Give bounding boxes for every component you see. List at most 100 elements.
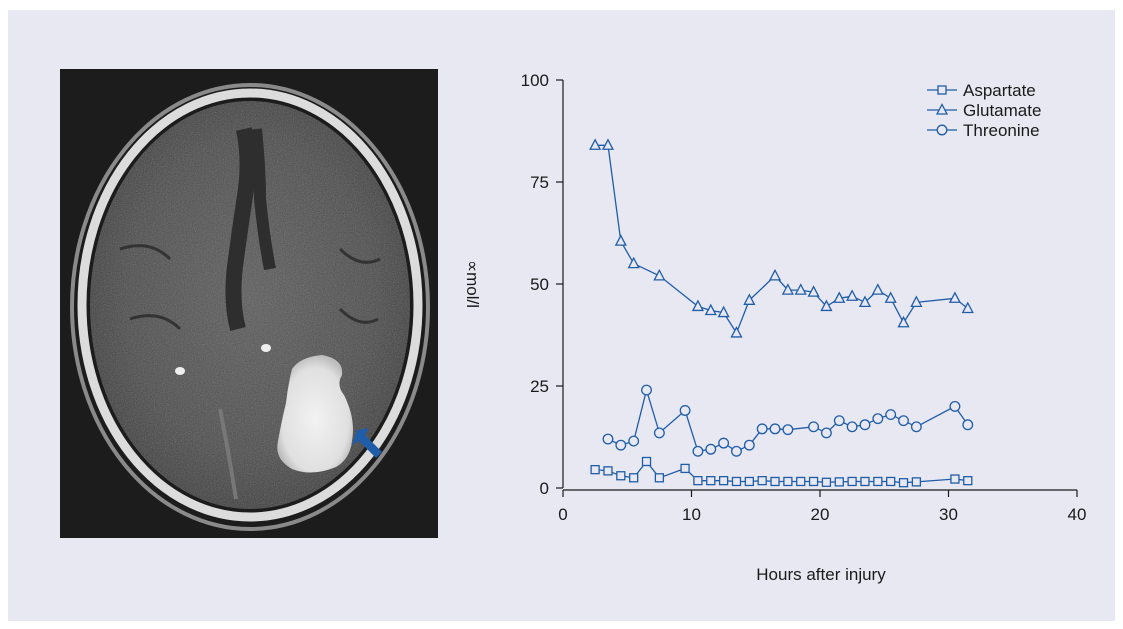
legend-item-glutamate: Glutamate bbox=[927, 101, 1041, 120]
data-point bbox=[833, 415, 845, 427]
data-point bbox=[603, 466, 613, 476]
data-point bbox=[808, 421, 820, 433]
data-point bbox=[885, 409, 897, 421]
data-point bbox=[731, 476, 742, 487]
data-point bbox=[834, 477, 844, 487]
data-point bbox=[756, 423, 768, 435]
data-point bbox=[743, 439, 755, 451]
data-point bbox=[654, 473, 665, 483]
data-point bbox=[910, 295, 923, 308]
x-tick-label: 20 bbox=[811, 505, 830, 524]
data-point bbox=[704, 303, 717, 316]
x-axis-label: Hours after injury bbox=[756, 565, 886, 584]
chart-series bbox=[589, 138, 974, 488]
data-point bbox=[615, 439, 627, 451]
data-point bbox=[641, 384, 652, 396]
data-point bbox=[873, 476, 883, 487]
data-point bbox=[911, 477, 922, 487]
data-point bbox=[602, 433, 614, 445]
data-point bbox=[692, 445, 704, 457]
x-tick-label: 10 bbox=[682, 505, 701, 524]
data-point bbox=[846, 289, 859, 301]
data-point bbox=[731, 445, 742, 457]
data-point bbox=[783, 476, 793, 487]
data-point bbox=[653, 268, 666, 281]
amino-acid-chart: 0 25 50 75 100 0 10 20 30 40 Aspartate Glutamate Th… bbox=[438, 40, 1115, 600]
data-point bbox=[744, 476, 754, 487]
chart-axes: 0 25 50 75 100 0 10 20 30 40 bbox=[521, 71, 1087, 524]
legend-marker bbox=[935, 103, 949, 115]
legend-marker bbox=[937, 85, 947, 95]
y-tick-label: 25 bbox=[530, 377, 549, 396]
series-line bbox=[607, 387, 969, 453]
data-point bbox=[743, 293, 756, 305]
data-point bbox=[616, 471, 626, 481]
data-point bbox=[820, 427, 832, 439]
x-tick-label: 30 bbox=[939, 505, 958, 524]
data-point bbox=[781, 283, 794, 295]
data-point bbox=[768, 268, 782, 281]
data-point bbox=[730, 326, 743, 338]
series-threonine bbox=[602, 384, 974, 457]
data-point bbox=[884, 291, 897, 303]
data-point bbox=[898, 478, 909, 488]
x-tick-label: 0 bbox=[558, 505, 567, 524]
data-point bbox=[860, 476, 870, 487]
data-point bbox=[705, 443, 717, 455]
data-point bbox=[910, 421, 922, 433]
x-tick-label: 40 bbox=[1068, 505, 1087, 524]
data-point bbox=[950, 474, 960, 484]
data-point bbox=[717, 305, 730, 318]
series-glutamate bbox=[589, 138, 974, 338]
ct-scan-graphic bbox=[60, 69, 438, 538]
legend-item-aspartate: Aspartate bbox=[927, 81, 1036, 100]
data-point bbox=[627, 256, 640, 269]
data-point bbox=[794, 283, 807, 295]
y-axis-label: ∝mol/l bbox=[463, 260, 482, 308]
data-point bbox=[782, 424, 794, 436]
data-point bbox=[628, 435, 640, 447]
data-point bbox=[808, 476, 819, 487]
data-point bbox=[963, 476, 973, 486]
data-point bbox=[821, 477, 832, 487]
data-point bbox=[680, 463, 690, 474]
data-point bbox=[872, 413, 884, 425]
data-point bbox=[859, 419, 871, 431]
data-point bbox=[769, 423, 781, 435]
data-point bbox=[897, 315, 910, 328]
data-point bbox=[820, 299, 833, 312]
data-point bbox=[833, 291, 846, 303]
legend-label: Aspartate bbox=[963, 81, 1036, 100]
y-tick-label: 75 bbox=[530, 173, 549, 192]
data-point bbox=[718, 437, 730, 449]
data-point bbox=[653, 427, 665, 439]
data-point bbox=[962, 419, 974, 431]
data-point bbox=[693, 476, 703, 486]
y-tick-label: 100 bbox=[521, 71, 549, 90]
data-point bbox=[898, 415, 909, 427]
data-point bbox=[961, 301, 974, 314]
data-point bbox=[871, 283, 884, 295]
arrow-icon bbox=[352, 428, 382, 458]
data-point bbox=[629, 473, 639, 483]
data-point bbox=[886, 476, 896, 487]
data-point bbox=[948, 291, 962, 303]
legend-item-threonine: Threonine bbox=[927, 121, 1040, 140]
data-point bbox=[796, 476, 806, 487]
data-point bbox=[846, 421, 858, 433]
data-point bbox=[706, 476, 716, 486]
data-point bbox=[601, 138, 615, 150]
y-tick-label: 0 bbox=[540, 479, 549, 498]
y-tick-label: 50 bbox=[530, 275, 549, 294]
series-aspartate bbox=[590, 456, 973, 488]
data-point bbox=[718, 476, 729, 486]
data-point bbox=[770, 476, 780, 487]
data-point bbox=[614, 234, 627, 246]
data-point bbox=[757, 476, 767, 486]
data-point bbox=[590, 464, 600, 475]
legend-label: Glutamate bbox=[963, 101, 1041, 120]
data-point bbox=[641, 456, 652, 467]
data-point bbox=[691, 299, 705, 312]
data-point bbox=[949, 400, 961, 412]
